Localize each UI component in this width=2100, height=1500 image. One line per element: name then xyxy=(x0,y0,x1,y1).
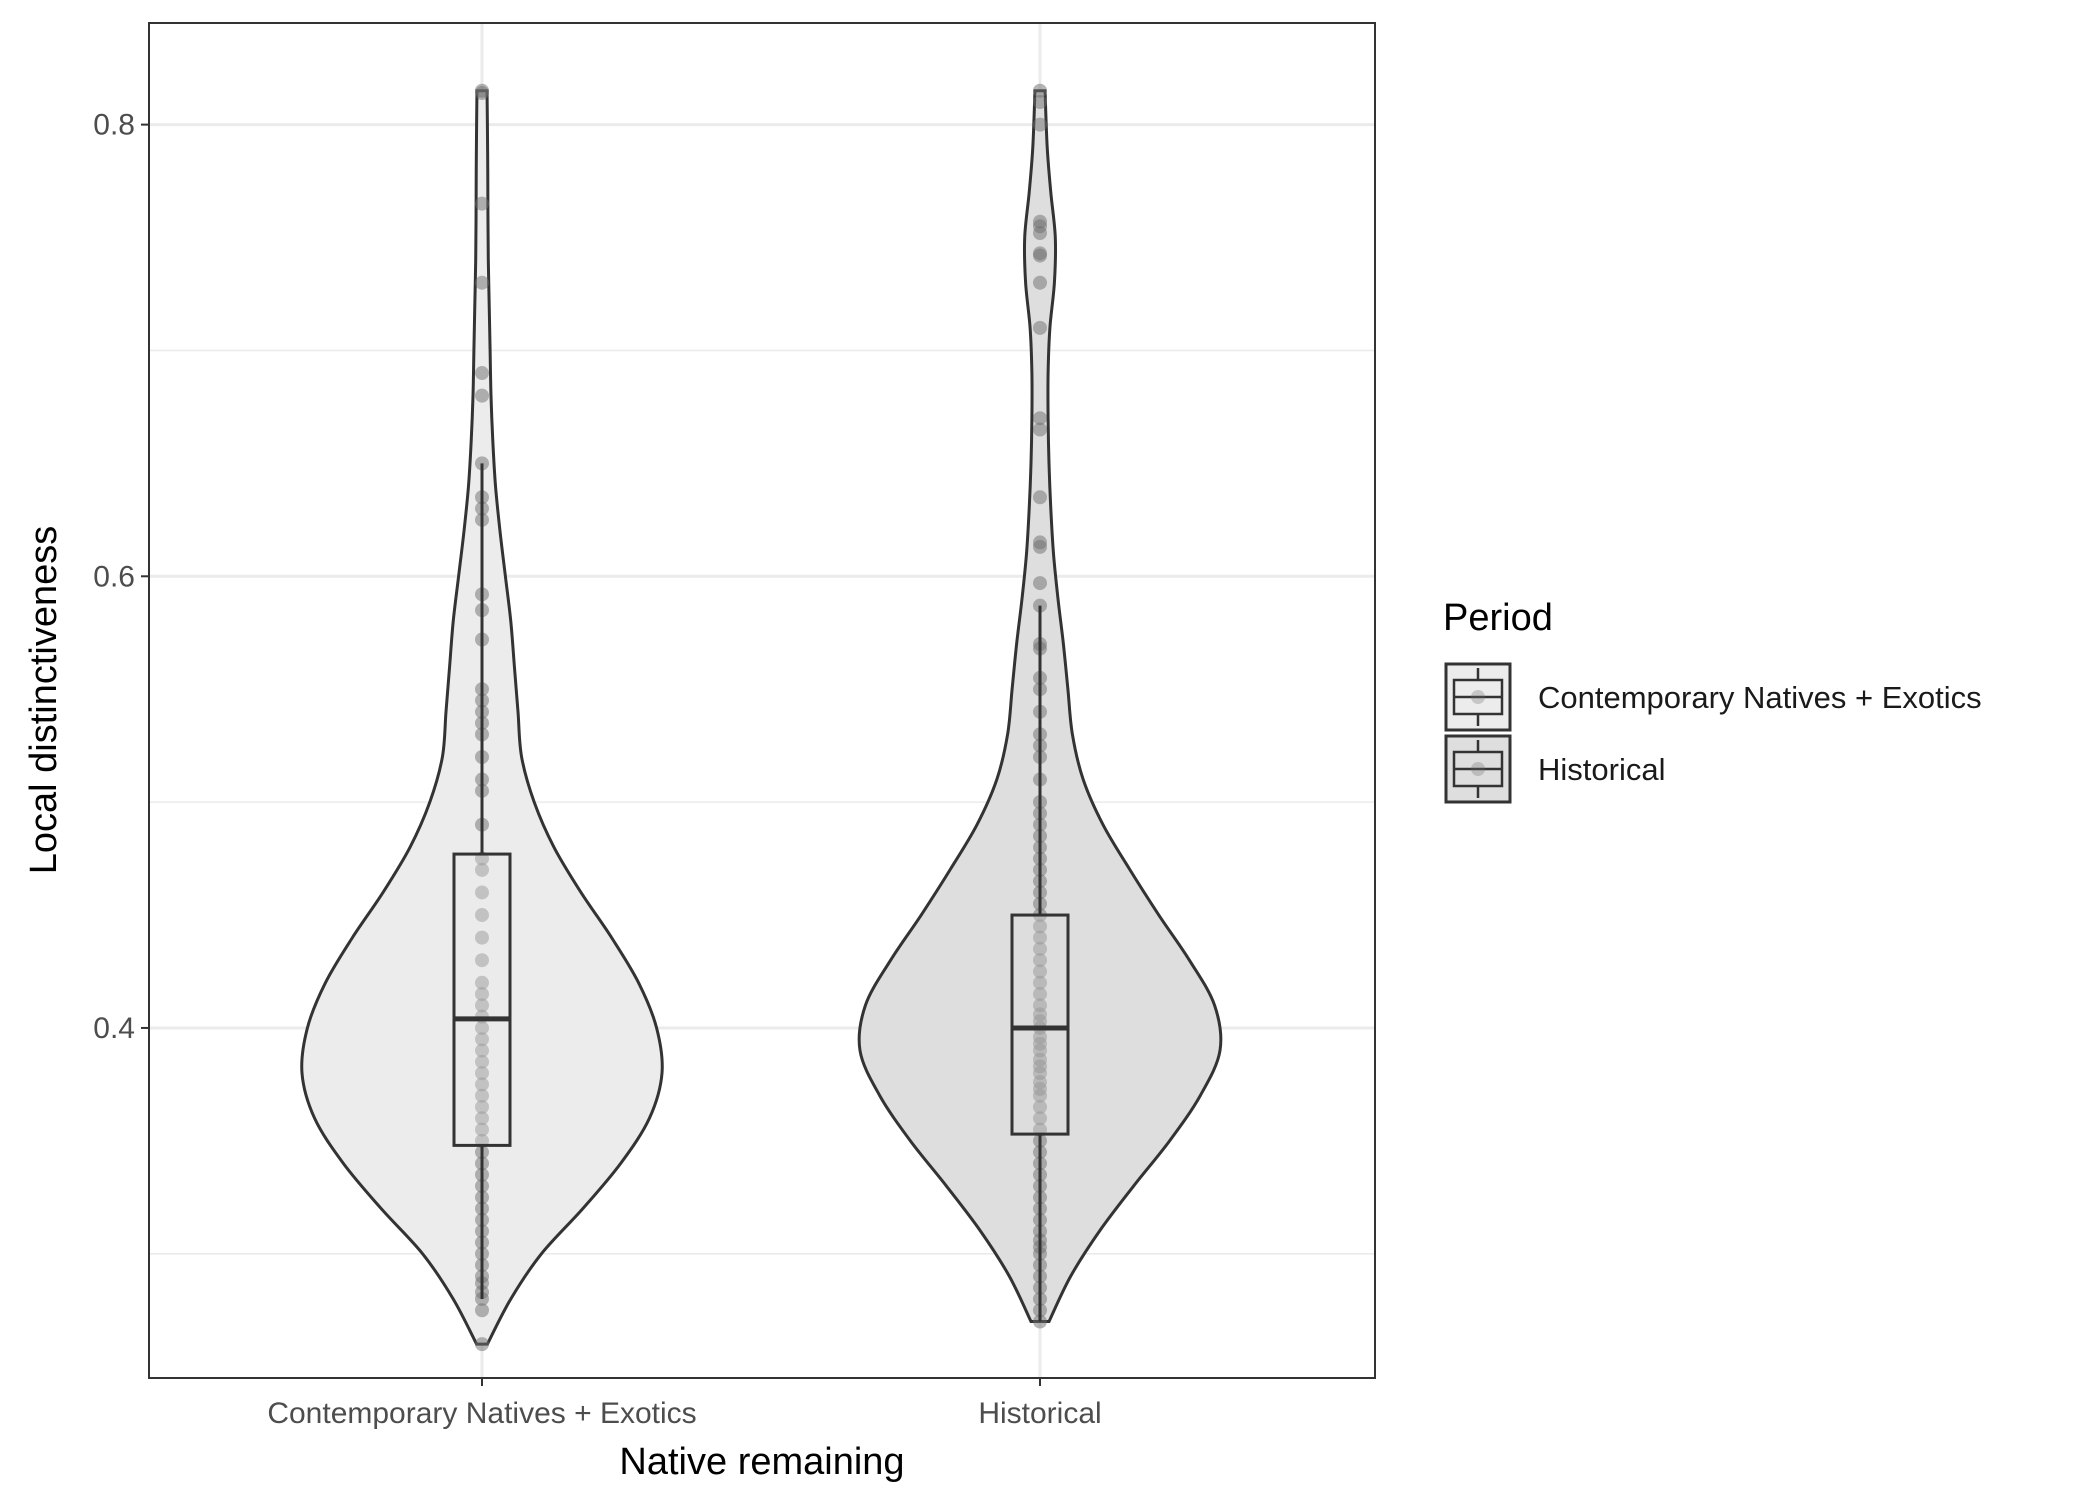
data-point xyxy=(1033,964,1047,979)
data-point xyxy=(1033,576,1047,591)
data-point xyxy=(1033,1111,1047,1126)
data-point xyxy=(1033,919,1047,934)
data-point xyxy=(475,1054,489,1069)
data-point xyxy=(475,930,489,945)
data-point xyxy=(475,885,489,900)
data-point xyxy=(1033,1100,1047,1114)
data-point xyxy=(475,1032,489,1047)
data-point xyxy=(1033,490,1047,505)
y-tick-label: 0.6 xyxy=(93,560,135,593)
data-point xyxy=(475,1111,489,1126)
data-point xyxy=(475,862,489,877)
legend-key-historical xyxy=(1444,734,1512,804)
boxplots xyxy=(452,463,1070,1322)
data-point xyxy=(475,975,489,990)
legend-key-point xyxy=(1471,762,1485,776)
legend: Period Contemporary Natives + Exotics His… xyxy=(1443,597,1982,804)
box-iqr xyxy=(1010,913,1070,1136)
data-point xyxy=(1033,975,1047,990)
legend-key-point xyxy=(1471,690,1485,704)
data-point xyxy=(475,1088,489,1103)
data-point xyxy=(1033,953,1047,968)
data-point xyxy=(1033,998,1047,1013)
data-point xyxy=(1033,411,1047,426)
y-tick-label: 0.4 xyxy=(93,1012,135,1045)
x-axis-title: Native remaining xyxy=(619,1441,904,1483)
data-point xyxy=(475,1020,489,1035)
data-point xyxy=(475,366,489,381)
data-point xyxy=(475,196,489,211)
x-tick-label: Contemporary Natives + Exotics xyxy=(267,1397,696,1430)
data-point xyxy=(1033,987,1047,1002)
legend-key-contemporary xyxy=(1444,662,1512,732)
data-point xyxy=(1033,535,1047,550)
data-point xyxy=(1033,214,1047,229)
y-axis-title: Local distinctiveness xyxy=(23,526,65,875)
data-point xyxy=(475,998,489,1013)
data-point xyxy=(475,1100,489,1114)
data-point xyxy=(1033,422,1047,437)
data-point xyxy=(475,1043,489,1058)
data-point xyxy=(1033,95,1047,110)
data-point xyxy=(1033,83,1047,98)
data-point xyxy=(475,83,489,98)
data-point xyxy=(475,1337,489,1352)
data-point xyxy=(1033,320,1047,335)
y-tick-label: 0.8 xyxy=(93,109,135,142)
data-point xyxy=(475,1066,489,1081)
jitter-points xyxy=(475,83,1047,1352)
data-point xyxy=(475,1122,489,1137)
x-axis: Contemporary Natives + Exotics Historical xyxy=(267,1378,1102,1430)
legend-label: Contemporary Natives + Exotics xyxy=(1538,680,1982,715)
data-point xyxy=(475,388,489,403)
data-point xyxy=(1033,246,1047,261)
data-point xyxy=(1033,275,1047,290)
data-point xyxy=(475,1077,489,1092)
panel-border xyxy=(148,22,1376,1379)
data-point xyxy=(475,987,489,1002)
panel-background xyxy=(149,23,1375,1378)
box-iqr xyxy=(452,852,512,1147)
x-tick-label: Historical xyxy=(978,1397,1101,1430)
data-point xyxy=(475,275,489,290)
data-point xyxy=(475,953,489,968)
data-point xyxy=(475,1303,489,1318)
data-point xyxy=(1033,930,1047,945)
legend-title: Period xyxy=(1443,597,1553,639)
data-point xyxy=(1033,941,1047,956)
legend-label: Historical xyxy=(1538,752,1665,787)
data-point xyxy=(475,908,489,923)
y-axis: 0.4 0.6 0.8 xyxy=(93,109,149,1045)
data-point xyxy=(1033,117,1047,132)
